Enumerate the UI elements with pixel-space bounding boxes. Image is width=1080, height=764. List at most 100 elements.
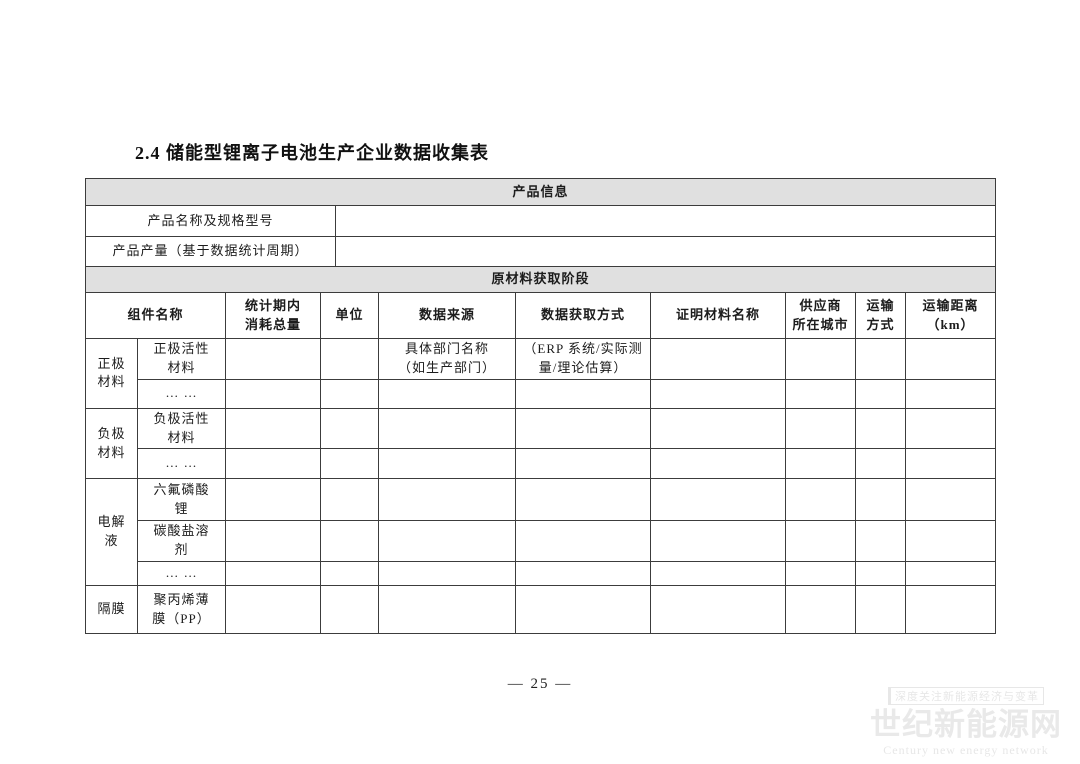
col-header-distance: 运输距离 （km） bbox=[905, 292, 997, 339]
item-cell-carbonate-solvent: 碳酸盐溶 剂 bbox=[136, 520, 227, 563]
empty-cell bbox=[650, 478, 787, 522]
item-cell-pp-film: 聚丙烯薄 膜（PP） bbox=[136, 585, 227, 635]
empty-cell bbox=[515, 378, 652, 409]
empty-cell bbox=[650, 561, 787, 587]
table-row: 负极 材料 负极活性 材料 bbox=[85, 407, 997, 480]
empty-cell bbox=[225, 585, 322, 635]
empty-cell bbox=[378, 585, 517, 635]
hint-cell-method: （ERP 系统/实际测 量/理论估算） bbox=[515, 338, 652, 380]
group-cell-separator: 隔膜 bbox=[85, 585, 138, 635]
raw-material-table: 组件名称 统计期内 消耗总量 单位 数据来源 数据获取方式 证明材料名称 供应商… bbox=[84, 292, 997, 635]
table-row: … … bbox=[86, 448, 997, 480]
empty-cell bbox=[320, 407, 380, 450]
group-cell-electrolyte: 电解 液 bbox=[85, 478, 138, 587]
empty-cell bbox=[785, 561, 857, 587]
empty-cell bbox=[320, 338, 380, 380]
empty-cell bbox=[855, 478, 907, 522]
empty-cell bbox=[515, 448, 652, 480]
product-info-table: 产品信息 产品名称及规格型号 产品产量（基于数据统计周期） 原材料获取阶段 bbox=[84, 178, 997, 293]
info-value-product-output bbox=[334, 236, 997, 267]
col-header-proof: 证明材料名称 bbox=[650, 292, 787, 339]
empty-cell bbox=[225, 338, 322, 380]
empty-cell bbox=[515, 585, 652, 635]
item-cell-lipf6: 六氟磷酸 锂 bbox=[136, 478, 227, 522]
empty-cell bbox=[515, 561, 652, 587]
empty-cell bbox=[785, 338, 857, 380]
info-label-product-name: 产品名称及规格型号 bbox=[85, 205, 336, 237]
empty-cell bbox=[905, 520, 997, 563]
table-row: … … bbox=[86, 378, 997, 409]
empty-cell bbox=[225, 407, 322, 450]
item-cell-anode-active: 负极活性 材料 bbox=[136, 407, 227, 450]
empty-cell bbox=[225, 520, 322, 563]
table-row: … … bbox=[86, 561, 997, 587]
page-number: — 25 — bbox=[507, 676, 573, 692]
empty-cell bbox=[378, 407, 517, 450]
empty-cell bbox=[905, 561, 997, 587]
empty-cell bbox=[378, 561, 517, 587]
watermark: 深度关注新能源经济与变革 世纪新能源网 Century new energy n… bbox=[866, 687, 1066, 758]
table-row: 碳酸盐溶 剂 bbox=[86, 520, 997, 563]
info-value-product-name bbox=[334, 205, 997, 237]
empty-cell bbox=[855, 338, 907, 380]
empty-cell bbox=[225, 478, 322, 522]
empty-cell bbox=[320, 448, 380, 480]
data-collection-table: 产品信息 产品名称及规格型号 产品产量（基于数据统计周期） 原材料获取阶段 bbox=[84, 178, 997, 635]
group-cell-anode: 负极 材料 bbox=[85, 407, 138, 480]
section-header-raw-material: 原材料获取阶段 bbox=[84, 266, 997, 293]
hint-cell-source: 具体部门名称 （如生产部门） bbox=[378, 338, 517, 380]
empty-cell bbox=[855, 378, 907, 409]
item-cell-cathode-active: 正极活性 材料 bbox=[136, 338, 227, 380]
empty-cell bbox=[785, 478, 857, 522]
empty-cell bbox=[855, 448, 907, 480]
col-header-unit: 单位 bbox=[320, 292, 380, 339]
empty-cell bbox=[785, 378, 857, 409]
item-cell-ellipsis: … … bbox=[136, 378, 227, 409]
empty-cell bbox=[515, 520, 652, 563]
col-header-component: 组件名称 bbox=[84, 292, 227, 339]
empty-cell bbox=[785, 520, 857, 563]
empty-cell bbox=[905, 585, 997, 635]
empty-cell bbox=[905, 448, 997, 480]
empty-cell bbox=[378, 478, 517, 522]
table-row: 电解 液 六氟磷酸 锂 bbox=[85, 478, 997, 587]
empty-cell bbox=[225, 448, 322, 480]
empty-cell bbox=[320, 378, 380, 409]
empty-cell bbox=[225, 378, 322, 409]
empty-cell bbox=[905, 407, 997, 450]
col-header-supplier-city: 供应商 所在城市 bbox=[785, 292, 857, 339]
empty-cell bbox=[855, 561, 907, 587]
watermark-slogan: 深度关注新能源经济与变革 bbox=[888, 687, 1044, 706]
empty-cell bbox=[905, 378, 997, 409]
page-title: 2.4 储能型锂离子电池生产企业数据收集表 bbox=[135, 143, 489, 163]
table-row: 隔膜 聚丙烯薄 膜（PP） bbox=[85, 585, 997, 635]
empty-cell bbox=[785, 407, 857, 450]
empty-cell bbox=[320, 561, 380, 587]
col-header-transport: 运输 方式 bbox=[855, 292, 907, 339]
group-cell-cathode: 正极 材料 bbox=[85, 338, 138, 409]
empty-cell bbox=[905, 338, 997, 380]
empty-cell bbox=[378, 448, 517, 480]
col-header-method: 数据获取方式 bbox=[515, 292, 652, 339]
empty-cell bbox=[320, 585, 380, 635]
item-cell-ellipsis: … … bbox=[136, 448, 227, 480]
empty-cell bbox=[378, 378, 517, 409]
empty-cell bbox=[650, 378, 787, 409]
empty-cell bbox=[650, 585, 787, 635]
section-header-product-info: 产品信息 bbox=[84, 178, 997, 206]
watermark-subtitle: Century new energy network bbox=[883, 743, 1049, 757]
empty-cell bbox=[855, 520, 907, 563]
table-row: 正极 材料 正极活性 材料 具体部门名称 （如生产部门） （ERP 系统/实际测… bbox=[85, 338, 997, 409]
empty-cell bbox=[785, 448, 857, 480]
empty-cell bbox=[855, 407, 907, 450]
empty-cell bbox=[650, 448, 787, 480]
item-cell-ellipsis: … … bbox=[136, 561, 227, 587]
watermark-brand-logo: 世纪新能源网 bbox=[870, 707, 1062, 743]
empty-cell bbox=[378, 520, 517, 563]
empty-cell bbox=[225, 561, 322, 587]
col-header-source: 数据来源 bbox=[378, 292, 517, 339]
empty-cell bbox=[905, 478, 997, 522]
empty-cell bbox=[785, 585, 857, 635]
empty-cell bbox=[515, 478, 652, 522]
